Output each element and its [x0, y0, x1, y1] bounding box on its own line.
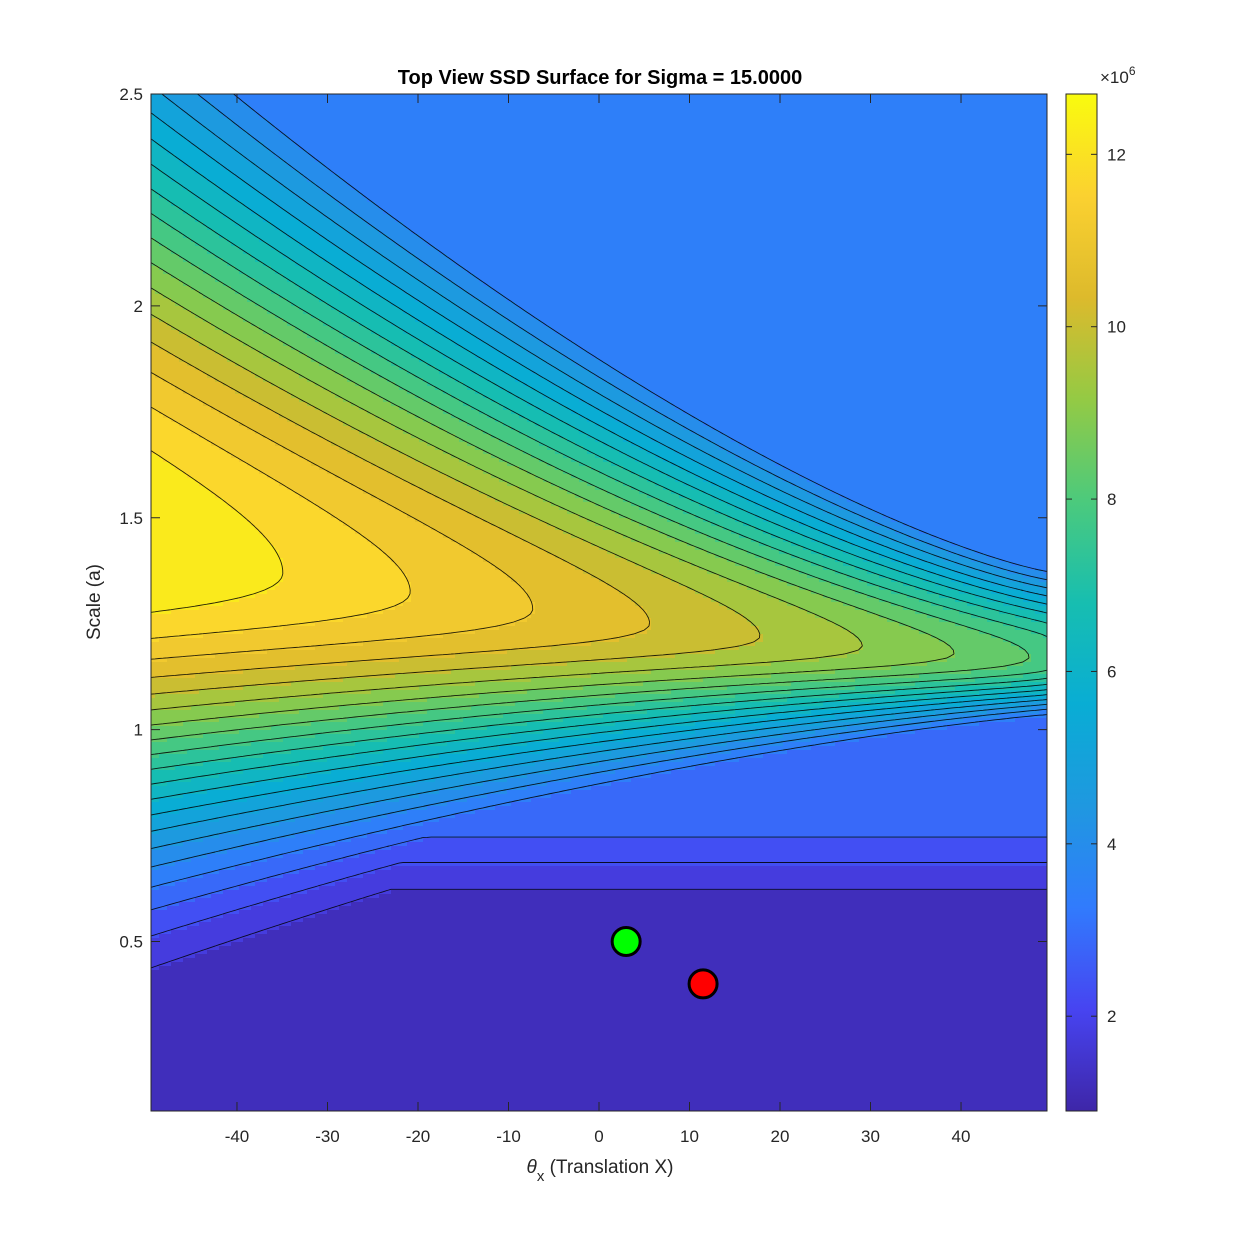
- contour-line: [151, 836, 1047, 911]
- colorbar-frame: [1065, 93, 1098, 1112]
- colorbar-tick-label: 10: [1107, 318, 1126, 337]
- plot-area: [151, 94, 1047, 1111]
- contour-line: [151, 163, 1047, 785]
- contour-line: [151, 262, 955, 726]
- x-tick-label: 10: [680, 1127, 699, 1146]
- x-tick-label: -10: [496, 1127, 521, 1146]
- red-point: [687, 968, 719, 1000]
- x-tick-label: -30: [315, 1127, 340, 1146]
- colorbar: 2 4 6 8 10 12 ×106: [1065, 64, 1136, 1112]
- contour-line: [151, 406, 411, 639]
- contour-line: [151, 862, 1047, 937]
- x-axis-label: θx (Translation X): [527, 1157, 674, 1185]
- contour-line: [151, 714, 1047, 888]
- y-tick-label: 1.5: [119, 509, 143, 528]
- y-tick-label: 1: [134, 721, 143, 740]
- colorbar-multiplier: ×106: [1100, 64, 1136, 87]
- contour-line: [151, 138, 1047, 800]
- x-axis-label-text: (Translation X): [550, 1157, 674, 1178]
- y-axis-label: Scale (a): [84, 564, 105, 640]
- y-axis: 0.5 1 1.5 2 2.5: [119, 85, 1047, 952]
- contour-line: [151, 888, 1047, 969]
- contour-line: [151, 372, 534, 660]
- contour-line: [151, 313, 761, 695]
- contour-line: [151, 287, 863, 711]
- colorbar-tick-label: 2: [1107, 1007, 1116, 1026]
- x-tick-label: 0: [594, 1127, 603, 1146]
- x-axis-label-symbol: θ: [527, 1157, 538, 1178]
- x-tick-label: 20: [771, 1127, 790, 1146]
- contour-line: [151, 188, 1047, 770]
- colorbar-tick-label: 8: [1107, 490, 1116, 509]
- chart-title: Top View SSD Surface for Sigma = 15.0000: [398, 67, 802, 89]
- contour-line: [151, 112, 1047, 816]
- x-tick-label: -40: [225, 1127, 250, 1146]
- contour-line: [151, 341, 651, 678]
- x-tick-label: -20: [406, 1127, 431, 1146]
- x-tick-label: 40: [952, 1127, 971, 1146]
- colorbar-tick-label: 6: [1107, 662, 1116, 681]
- colorbar-gradient: [1066, 94, 1097, 1111]
- contour-line: [151, 450, 284, 613]
- contour-line: [151, 94, 1047, 850]
- colorbar-tick-label: 12: [1107, 145, 1126, 164]
- x-tick-label: 30: [861, 1127, 880, 1146]
- colorbar-tick-label: 4: [1107, 835, 1116, 854]
- y-tick-label: 2.5: [119, 85, 143, 104]
- y-tick-label: 2: [134, 297, 143, 316]
- contour-line: [151, 94, 1047, 868]
- y-tick-label: 0.5: [119, 933, 143, 952]
- x-axis: -40 -30 -20 -10 0 10 20 30 40: [225, 94, 971, 1146]
- x-axis-label-subscript: x: [537, 1168, 545, 1185]
- green-point: [610, 926, 642, 957]
